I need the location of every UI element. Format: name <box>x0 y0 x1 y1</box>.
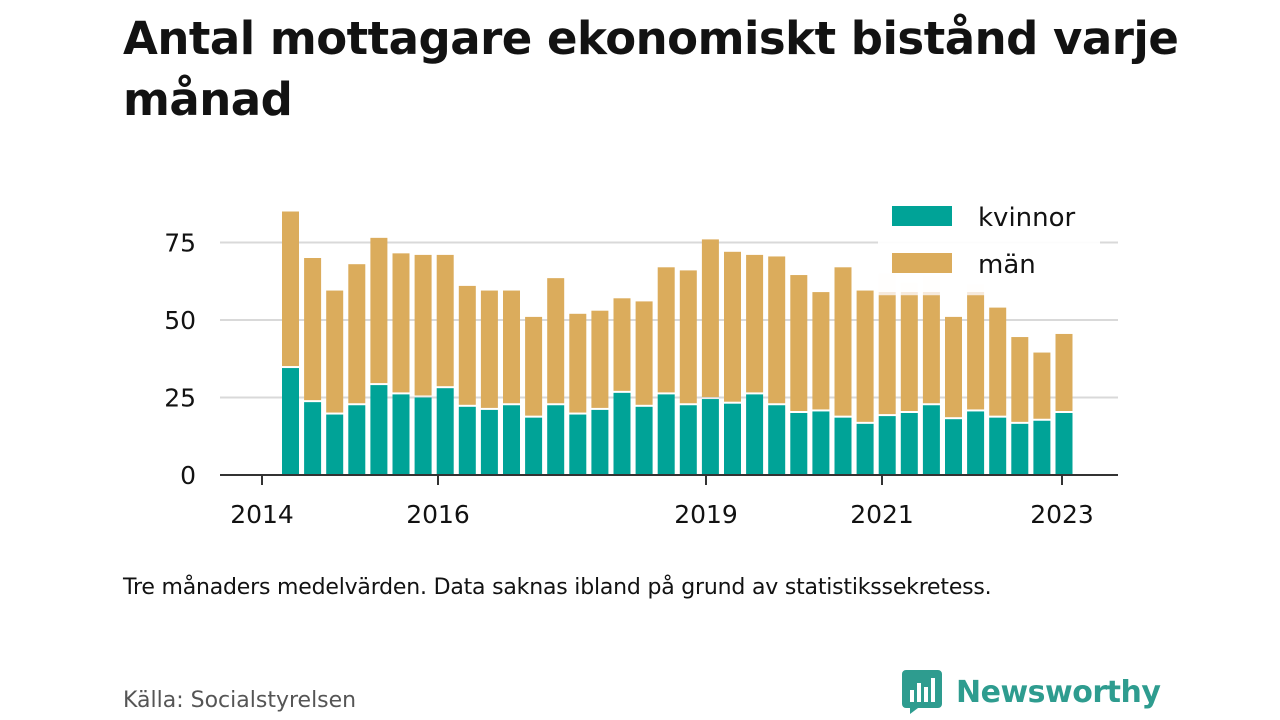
bar-kvinnor-7 <box>436 388 454 475</box>
bar-kvinnor-20 <box>724 403 741 475</box>
bar-kvinnor-35 <box>1055 413 1073 475</box>
x-tick-labels: 2014 2016 2019 2021 2023 <box>230 475 1094 529</box>
bar-kvinnor-23 <box>790 413 808 475</box>
bar-kvinnor-21 <box>746 394 764 475</box>
bar-man-8 <box>458 285 476 405</box>
bar-man-10 <box>503 290 520 404</box>
brand-name: Newsworthy <box>956 674 1161 710</box>
bar-kvinnor-8 <box>458 406 476 475</box>
x-tick-label-2016: 2016 <box>406 500 470 529</box>
x-tick-label-2019: 2019 <box>674 500 738 529</box>
y-tick-labels: 0 25 50 75 <box>164 229 196 491</box>
bar-kvinnor-25 <box>834 417 852 475</box>
bar-man-18 <box>679 270 697 404</box>
x-tick-label-2014: 2014 <box>230 500 294 529</box>
bar-kvinnor-9 <box>480 409 498 475</box>
bar-kvinnor-29 <box>922 405 940 475</box>
bar-man-7 <box>436 254 454 387</box>
newsworthy-logo: Newsworthy <box>902 670 1161 714</box>
bar-man-5 <box>392 253 410 393</box>
bar-man-14 <box>591 310 609 408</box>
bar-kvinnor-31 <box>967 411 985 475</box>
chart-title: Antal mottagare ekonomiskt bistånd varje… <box>123 12 1179 126</box>
bar-kvinnor-11 <box>525 417 543 475</box>
bar-man-2 <box>326 290 344 413</box>
bar-man-20 <box>724 251 741 402</box>
bar-kvinnor-34 <box>1033 420 1051 475</box>
legend-swatch-man <box>892 253 952 273</box>
bar-man-33 <box>1011 337 1029 422</box>
bar-kvinnor-26 <box>856 423 874 475</box>
bar-kvinnor-18 <box>679 405 697 475</box>
bar-man-24 <box>812 292 830 410</box>
bar-kvinnor-22 <box>768 405 786 475</box>
newsworthy-chart-bubble-icon <box>902 670 942 714</box>
bar-man-26 <box>856 290 874 422</box>
bar-man-16 <box>635 301 653 405</box>
bar-kvinnor-32 <box>989 417 1007 475</box>
stacked-bar-chart: 0 25 50 75 2014 2016 2019 2021 2023 kvinnor män <box>164 196 1118 529</box>
bar-kvinnor-13 <box>569 414 587 475</box>
bar-man-12 <box>547 278 565 404</box>
bar-man-1 <box>304 258 322 401</box>
bar-kvinnor-12 <box>547 405 565 475</box>
chart-note: Tre månaders medelvärden. Data saknas ib… <box>123 575 992 600</box>
bar-kvinnor-24 <box>812 411 830 475</box>
bar-kvinnor-16 <box>635 406 653 475</box>
bar-man-25 <box>834 267 852 416</box>
legend-label-kvinnor: kvinnor <box>978 203 1076 233</box>
bar-man-21 <box>746 254 764 393</box>
bar-kvinnor-10 <box>503 405 520 475</box>
y-tick-label-50: 50 <box>164 306 196 335</box>
bar-man-27 <box>878 295 896 415</box>
bar-man-31 <box>967 295 985 410</box>
bar-kvinnor-27 <box>878 416 896 475</box>
x-tick-label-2023: 2023 <box>1030 500 1094 529</box>
bar-man-30 <box>945 316 962 418</box>
bar-man-35 <box>1055 333 1073 411</box>
bar-kvinnor-5 <box>392 394 410 475</box>
y-tick-label-25: 25 <box>164 384 196 413</box>
bar-kvinnor-30 <box>945 419 962 475</box>
bar-man-4 <box>370 237 388 384</box>
bar-kvinnor-17 <box>657 394 675 475</box>
bar-kvinnor-33 <box>1011 423 1029 475</box>
bar-man-23 <box>790 275 808 411</box>
legend: kvinnor män <box>878 196 1100 292</box>
y-tick-label-0: 0 <box>180 461 196 490</box>
source-label: Källa: Socialstyrelsen <box>123 688 357 713</box>
bar-kvinnor-28 <box>900 413 918 475</box>
bars <box>282 211 1073 475</box>
bar-man-32 <box>989 307 1007 416</box>
bar-man-17 <box>657 267 675 393</box>
bar-man-9 <box>480 290 498 408</box>
bar-man-11 <box>525 316 543 416</box>
bar-man-22 <box>768 256 786 404</box>
bar-man-6 <box>414 254 432 396</box>
x-tick-label-2021: 2021 <box>850 500 914 529</box>
bar-kvinnor-0 <box>282 368 299 475</box>
bar-kvinnor-6 <box>414 397 432 475</box>
bar-kvinnor-2 <box>326 414 344 475</box>
bar-man-15 <box>613 298 631 391</box>
bar-man-28 <box>900 295 918 411</box>
bar-kvinnor-14 <box>591 409 609 475</box>
legend-swatch-kvinnor <box>892 206 952 226</box>
bar-kvinnor-3 <box>348 405 366 475</box>
bar-kvinnor-4 <box>370 385 388 475</box>
bar-kvinnor-1 <box>304 402 322 475</box>
bar-man-34 <box>1033 352 1051 419</box>
legend-label-man: män <box>978 250 1036 280</box>
bar-man-13 <box>569 313 587 413</box>
bar-man-0 <box>282 211 299 367</box>
bar-man-3 <box>348 264 366 404</box>
bar-kvinnor-19 <box>701 399 719 475</box>
bar-kvinnor-15 <box>613 392 631 475</box>
bar-man-19 <box>701 239 719 398</box>
bar-man-29 <box>922 295 940 404</box>
y-tick-label-75: 75 <box>164 229 196 258</box>
